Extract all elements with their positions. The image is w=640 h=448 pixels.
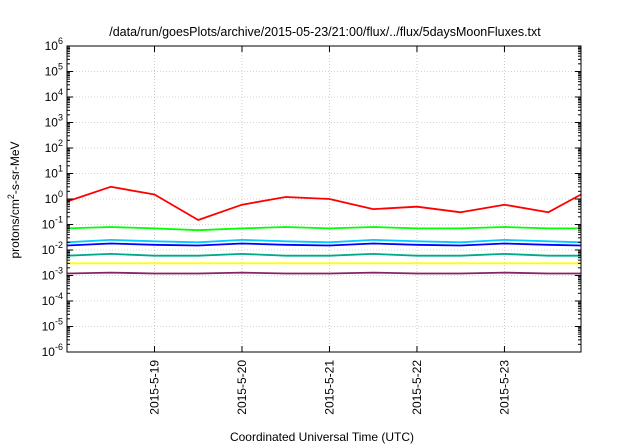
y-tick-base: 10: [45, 90, 59, 104]
x-tick-label: 2015-5-20: [235, 360, 249, 415]
y-tick-exponent: 4: [58, 87, 63, 97]
y-axis-label-pre: protons/cm: [8, 199, 22, 258]
y-axis-label-sup: 2: [6, 194, 16, 199]
chart-title: /data/run/goesPlots/archive/2015-05-23/2…: [109, 25, 541, 39]
y-tick-exponent: 3: [58, 113, 63, 123]
y-tick-base: 10: [45, 141, 59, 155]
y-tick-label: 10-6: [42, 342, 63, 359]
y-tick-exponent: -5: [55, 317, 63, 327]
y-tick-base: 10: [45, 192, 59, 206]
y-tick-label: 104: [45, 87, 63, 104]
y-tick-exponent: 2: [58, 138, 63, 148]
x-axis: 2015-5-19 2015-5-20 2015-5-21 2015-5-22 2015…: [147, 46, 511, 415]
x-tick-label: 2015-5-22: [410, 360, 424, 415]
series-line-4: [66, 242, 582, 247]
series-line-7: [66, 271, 581, 275]
y-tick-label: 10-5: [42, 317, 63, 334]
y-axis: 10-610-510-410-310-210-11001011021031041…: [42, 36, 581, 359]
y-tick-label: 10-1: [42, 215, 63, 232]
y-tick-label: 101: [45, 164, 63, 181]
x-tick-label: 2015-5-19: [147, 360, 161, 415]
y-tick-base: 10: [42, 269, 56, 283]
data-series: [66, 185, 582, 275]
y-tick-exponent: 1: [58, 164, 63, 174]
y-tick-label: 100: [45, 189, 63, 206]
y-tick-exponent: -6: [55, 342, 63, 352]
y-tick-label: 10-2: [42, 240, 63, 257]
y-tick-exponent: -4: [55, 291, 63, 301]
x-axis-label: Coordinated Universal Time (UTC): [230, 430, 414, 444]
y-axis-label-post: -s-sr-MeV: [8, 141, 22, 194]
series-line-3: [66, 238, 582, 244]
series-line-2: [66, 226, 581, 232]
y-tick-base: 10: [42, 320, 56, 334]
y-tick-base: 10: [42, 243, 56, 257]
y-axis-label: protons/cm2-s-sr-MeV: [6, 141, 22, 258]
x-tick-label: 2015-5-23: [497, 360, 511, 415]
y-tick-label: 105: [45, 62, 63, 79]
y-tick-base: 10: [42, 218, 56, 232]
y-tick-exponent: 5: [58, 62, 63, 72]
y-tick-exponent: -3: [55, 266, 63, 276]
y-tick-label: 103: [45, 113, 63, 130]
y-tick-label: 10-4: [42, 291, 63, 308]
y-tick-base: 10: [45, 116, 59, 130]
y-tick-exponent: 6: [58, 36, 63, 46]
y-tick-base: 10: [42, 294, 56, 308]
y-tick-base: 10: [45, 167, 59, 181]
series-line-5: [66, 252, 581, 257]
y-tick-base: 10: [45, 65, 59, 79]
y-tick-base: 10: [45, 39, 59, 53]
y-tick-exponent: -1: [55, 215, 63, 225]
x-tick-label: 2015-5-21: [322, 360, 336, 415]
y-tick-exponent: 0: [58, 189, 63, 199]
y-tick-base: 10: [42, 345, 56, 359]
y-tick-exponent: -2: [55, 240, 63, 250]
y-tick-label: 106: [45, 36, 63, 53]
series-line-1: [66, 185, 582, 221]
y-tick-label: 10-3: [42, 266, 63, 283]
y-tick-label: 102: [45, 138, 63, 155]
